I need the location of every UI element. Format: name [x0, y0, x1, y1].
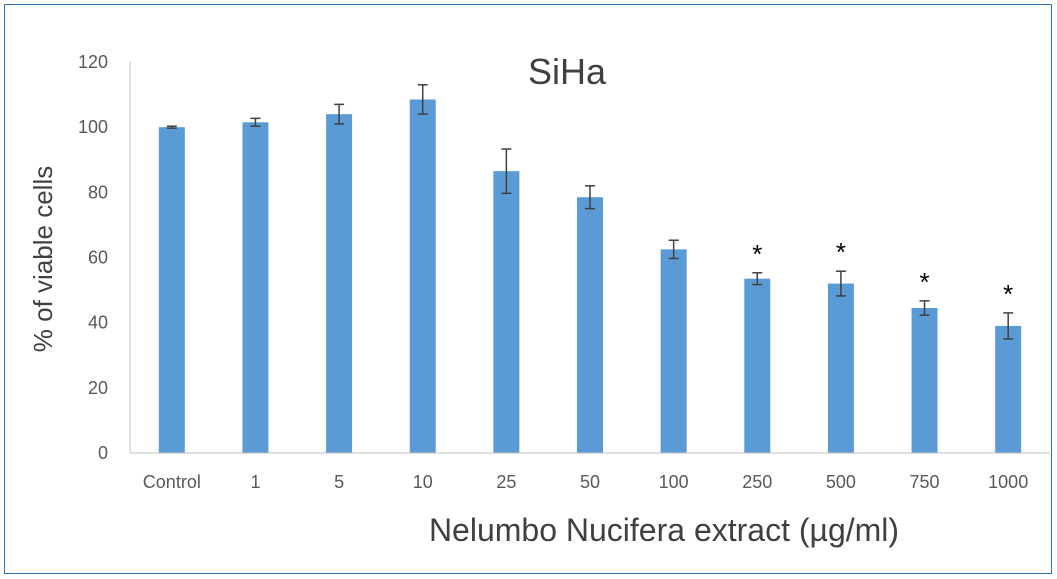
- error-bar: [166, 125, 177, 129]
- bar: [660, 249, 687, 453]
- x-tick-label: 250: [742, 472, 772, 492]
- significance-marker: *: [836, 237, 846, 267]
- error-bar: [835, 270, 846, 297]
- bar: [827, 283, 854, 453]
- chart-title: SiHa: [528, 51, 607, 92]
- x-tick-label: 5: [334, 472, 344, 492]
- x-tick-label: 25: [496, 472, 516, 492]
- significance-marker: *: [919, 267, 929, 297]
- bars-layer: [158, 99, 1022, 454]
- bar: [744, 278, 771, 453]
- bar: [326, 114, 353, 453]
- significance-layer: * * * *: [752, 237, 1013, 309]
- x-axis-title: Nelumbo Nucifera extract (µg/ml): [429, 512, 899, 548]
- error-bar: [752, 272, 763, 286]
- y-tick-label: 20: [88, 378, 108, 398]
- significance-marker: *: [752, 239, 762, 269]
- x-tick-label: 500: [826, 472, 856, 492]
- x-tick-label: 50: [580, 472, 600, 492]
- bar: [911, 308, 938, 453]
- error-bar: [1003, 312, 1014, 340]
- x-tick-labels: Control 1 5 10 25 50 100 250 500 750 1000: [143, 472, 1028, 492]
- y-tick-label: 100: [78, 117, 108, 137]
- bar: [242, 122, 269, 453]
- y-axis-title: % of viable cells: [28, 166, 58, 352]
- y-tick-label: 120: [78, 52, 108, 72]
- x-tick-label: 1: [250, 472, 260, 492]
- error-bars-layer: [166, 84, 1014, 340]
- error-bar: [585, 185, 595, 210]
- y-tick-labels: 0 20 40 60 80 100 120: [78, 52, 108, 463]
- bar: [158, 127, 185, 454]
- error-bar: [668, 239, 679, 260]
- error-bar: [250, 117, 261, 127]
- bar: [577, 197, 603, 453]
- x-tick-label: 10: [413, 472, 433, 492]
- significance-marker: *: [1003, 279, 1013, 309]
- bar: [493, 171, 520, 453]
- y-tick-label: 80: [88, 182, 108, 202]
- y-tick-label: 60: [88, 248, 108, 268]
- bar: [995, 325, 1022, 453]
- error-bar: [501, 148, 512, 195]
- x-tick-label: 750: [910, 472, 940, 492]
- error-bar: [417, 84, 428, 115]
- bar: [409, 99, 436, 454]
- y-tick-label: 0: [98, 443, 108, 463]
- y-tick-label: 40: [88, 313, 108, 333]
- x-tick-label: 100: [659, 472, 689, 492]
- error-bar: [334, 103, 345, 125]
- x-tick-label: Control: [143, 472, 201, 492]
- error-bar: [919, 300, 930, 316]
- x-tick-label: 1000: [988, 472, 1028, 492]
